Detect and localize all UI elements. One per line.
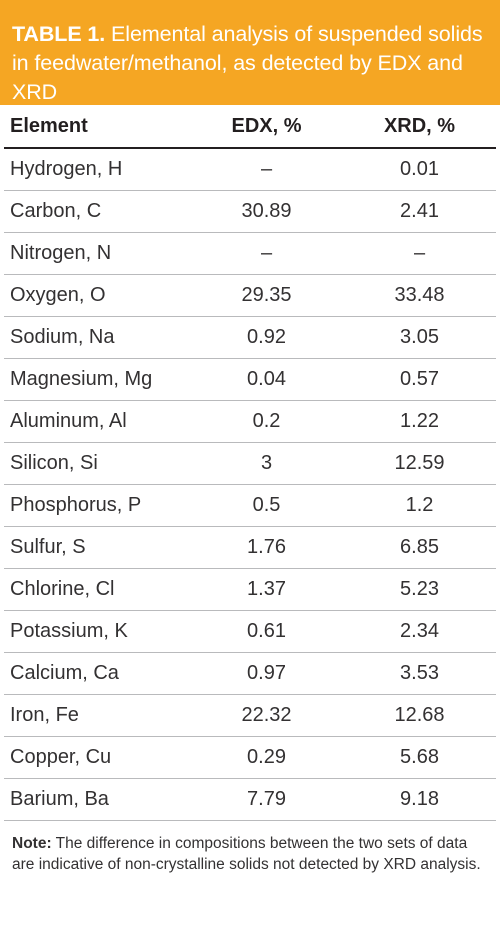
element-cell: Phosphorus, P [4, 484, 190, 527]
column-header-element: Element [4, 105, 190, 149]
table-title-label: TABLE 1. [12, 22, 106, 46]
xrd-cell: 3.05 [343, 316, 496, 359]
xrd-cell: 9.18 [343, 778, 496, 821]
edx-cell: – [190, 148, 343, 191]
table-row: Chlorine, Cl 1.37 5.23 [4, 568, 496, 611]
edx-cell: 0.61 [190, 610, 343, 653]
table-row: Barium, Ba 7.79 9.18 [4, 778, 496, 821]
element-cell: Aluminum, Al [4, 400, 190, 443]
table-row: Sodium, Na 0.92 3.05 [4, 316, 496, 359]
element-cell: Barium, Ba [4, 778, 190, 821]
xrd-cell: 2.34 [343, 610, 496, 653]
table-row: Sulfur, S 1.76 6.85 [4, 526, 496, 569]
element-cell: Sulfur, S [4, 526, 190, 569]
edx-cell: 0.97 [190, 652, 343, 695]
xrd-cell: 33.48 [343, 274, 496, 317]
edx-cell: 0.29 [190, 736, 343, 779]
xrd-cell: – [343, 232, 496, 275]
xrd-cell: 5.68 [343, 736, 496, 779]
element-cell: Copper, Cu [4, 736, 190, 779]
table-row: Aluminum, Al 0.2 1.22 [4, 400, 496, 443]
xrd-cell: 2.41 [343, 190, 496, 233]
element-cell: Silicon, Si [4, 442, 190, 485]
element-cell: Potassium, K [4, 610, 190, 653]
table-note: Note: The difference in compositions bet… [12, 833, 488, 875]
table-row: Magnesium, Mg 0.04 0.57 [4, 358, 496, 401]
note-label: Note: [12, 835, 52, 852]
edx-cell: 7.79 [190, 778, 343, 821]
table-row: Hydrogen, H – 0.01 [4, 148, 496, 191]
xrd-cell: 3.53 [343, 652, 496, 695]
edx-cell: 22.32 [190, 694, 343, 737]
table-row: Nitrogen, N – – [4, 232, 496, 275]
element-cell: Magnesium, Mg [4, 358, 190, 401]
xrd-cell: 12.59 [343, 442, 496, 485]
table-row: Iron, Fe 22.32 12.68 [4, 694, 496, 737]
edx-cell: 0.04 [190, 358, 343, 401]
xrd-cell: 0.01 [343, 148, 496, 191]
table-title: TABLE 1. Elemental analysis of suspended… [0, 0, 500, 105]
table-row: Phosphorus, P 0.5 1.2 [4, 484, 496, 527]
note-text: The difference in compositions between t… [12, 835, 481, 873]
table-row: Silicon, Si 3 12.59 [4, 442, 496, 485]
table-row: Oxygen, O 29.35 33.48 [4, 274, 496, 317]
edx-cell: 0.2 [190, 400, 343, 443]
element-cell: Nitrogen, N [4, 232, 190, 275]
element-cell: Oxygen, O [4, 274, 190, 317]
xrd-cell: 6.85 [343, 526, 496, 569]
edx-cell: 29.35 [190, 274, 343, 317]
element-cell: Calcium, Ca [4, 652, 190, 695]
xrd-cell: 1.22 [343, 400, 496, 443]
table-row: Calcium, Ca 0.97 3.53 [4, 652, 496, 695]
element-cell: Sodium, Na [4, 316, 190, 359]
element-cell: Hydrogen, H [4, 148, 190, 191]
table-row: Carbon, C 30.89 2.41 [4, 190, 496, 233]
edx-cell: – [190, 232, 343, 275]
xrd-cell: 5.23 [343, 568, 496, 611]
edx-cell: 0.5 [190, 484, 343, 527]
edx-cell: 1.37 [190, 568, 343, 611]
elemental-analysis-table: Element EDX, % XRD, % Hydrogen, H – 0.01… [4, 105, 496, 821]
table-row: Potassium, K 0.61 2.34 [4, 610, 496, 653]
table-header-row: Element EDX, % XRD, % [4, 105, 496, 149]
table-title-text: Elemental analysis of suspended solids i… [12, 22, 483, 104]
edx-cell: 30.89 [190, 190, 343, 233]
xrd-cell: 12.68 [343, 694, 496, 737]
table-row: Copper, Cu 0.29 5.68 [4, 736, 496, 779]
xrd-cell: 1.2 [343, 484, 496, 527]
column-header-edx: EDX, % [190, 105, 343, 149]
edx-cell: 1.76 [190, 526, 343, 569]
element-cell: Carbon, C [4, 190, 190, 233]
column-header-xrd: XRD, % [343, 105, 496, 149]
element-cell: Chlorine, Cl [4, 568, 190, 611]
edx-cell: 0.92 [190, 316, 343, 359]
element-cell: Iron, Fe [4, 694, 190, 737]
edx-cell: 3 [190, 442, 343, 485]
xrd-cell: 0.57 [343, 358, 496, 401]
